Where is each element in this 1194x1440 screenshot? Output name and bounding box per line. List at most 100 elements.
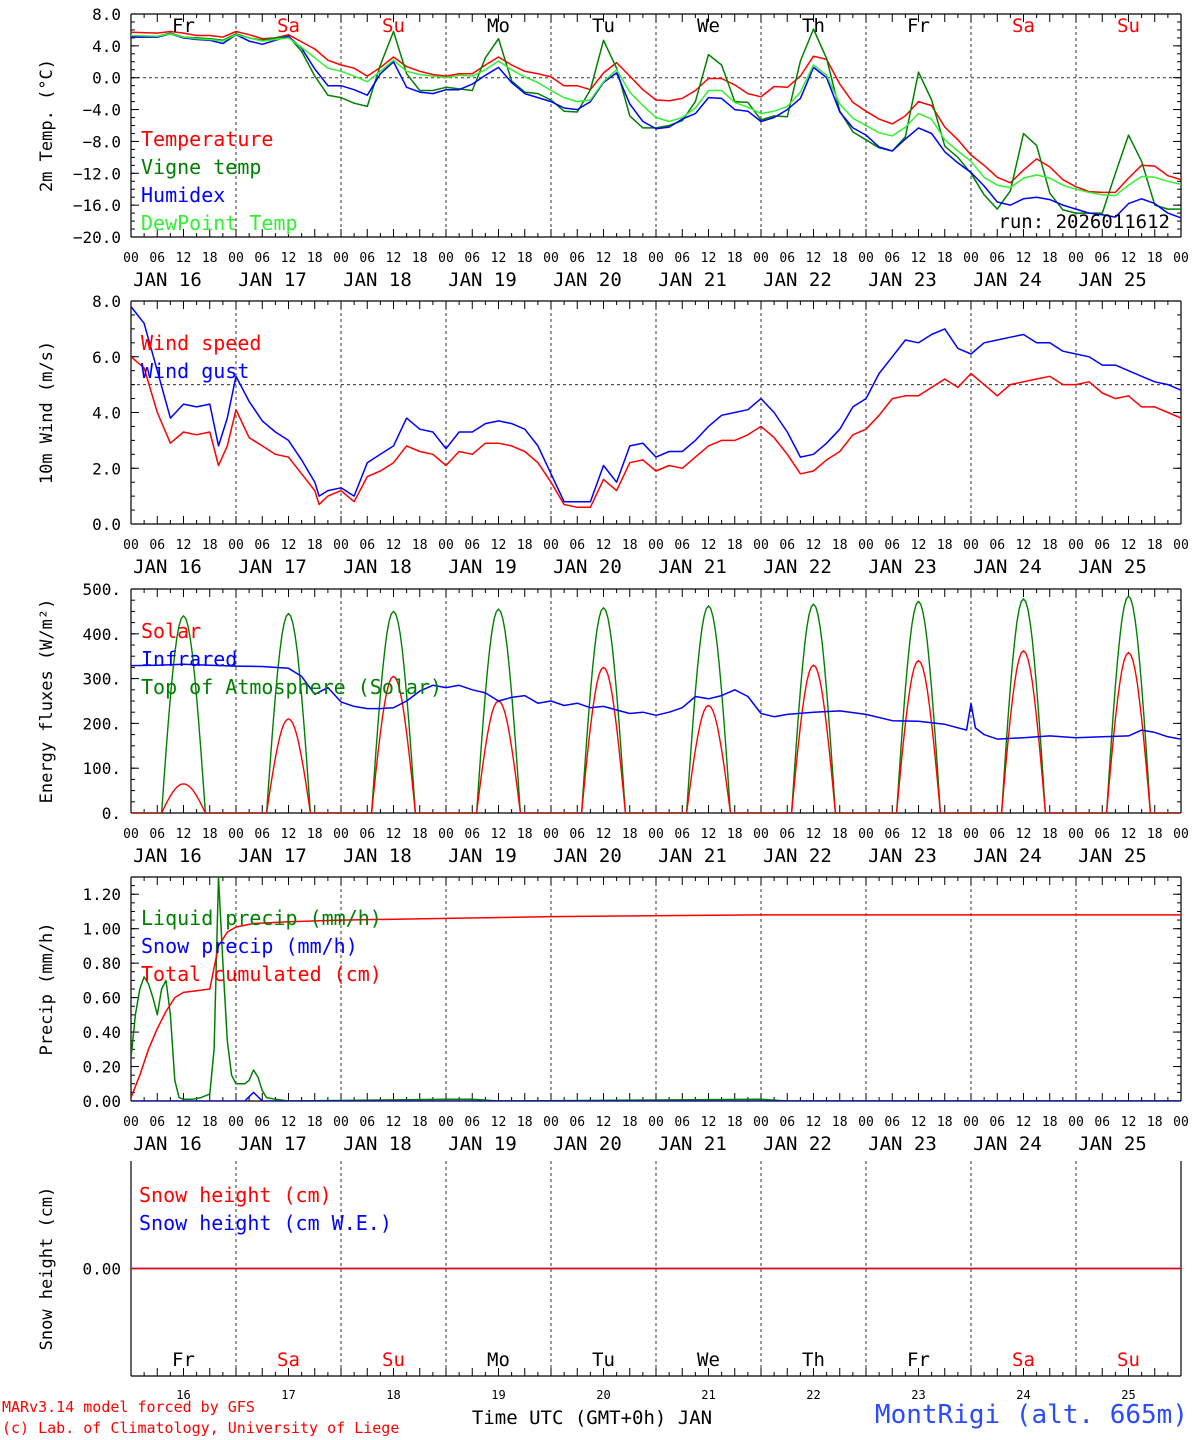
y-tick-label: 200.	[82, 714, 121, 733]
legend-entry: Snow precip (mm/h)	[141, 934, 358, 958]
y-tick-label: 100.	[82, 759, 121, 778]
date-label: JAN 25	[1078, 269, 1147, 291]
y-tick-label: 400.	[82, 625, 121, 644]
day-number-label: 23	[911, 1388, 925, 1402]
location-title: MontRigi (alt. 665m)	[874, 1400, 1188, 1430]
legend-entry: Humidex	[141, 183, 225, 207]
hour-tick-label: 00	[1173, 538, 1189, 553]
hour-tick-label: 18	[937, 251, 953, 266]
hour-tick-label: 06	[359, 538, 375, 553]
hour-tick-label: 00	[228, 538, 244, 553]
weekday-label: Tu	[592, 15, 615, 37]
series-humidex	[131, 33, 1181, 219]
hour-tick-label: 12	[596, 538, 612, 553]
hour-tick-label: 06	[674, 251, 690, 266]
y-tick-label: 4.0	[92, 37, 121, 56]
hour-tick-label: 06	[674, 1115, 690, 1130]
y-tick-label: 0.0	[92, 515, 121, 534]
hour-tick-label: 12	[1121, 538, 1137, 553]
date-label: JAN 17	[238, 845, 307, 867]
hour-tick-label: 18	[832, 827, 848, 842]
hour-tick-label: 18	[1042, 827, 1058, 842]
day-number-label: 20	[596, 1388, 610, 1402]
precip-plot	[131, 877, 1181, 1101]
hour-tick-label: 18	[832, 1115, 848, 1130]
hour-tick-label: 00	[1173, 827, 1189, 842]
legend-entry: Solar	[141, 619, 201, 643]
hour-tick-label: 06	[989, 827, 1005, 842]
hour-tick-label: 00	[858, 827, 874, 842]
hour-tick-label: 06	[779, 251, 795, 266]
hour-tick-label: 12	[1016, 251, 1032, 266]
hour-tick-label: 12	[596, 1115, 612, 1130]
date-label: JAN 24	[973, 1133, 1042, 1155]
weekday-label: Th	[802, 1349, 825, 1371]
y-axis-title: 2m Temp. (°C)	[37, 59, 57, 192]
day-number-label: 24	[1016, 1388, 1030, 1402]
series-infrared	[131, 663, 1181, 740]
y-axis-title: 10m Wind (m/s)	[37, 341, 57, 484]
weekday-label: Tu	[592, 1349, 615, 1371]
y-tick-label: 0.40	[82, 1023, 121, 1042]
y-tick-label: 0.00	[82, 1092, 121, 1111]
hour-tick-label: 18	[1147, 251, 1163, 266]
hour-tick-label: 00	[123, 1115, 139, 1130]
weekday-label: Su	[382, 15, 405, 37]
hour-tick-label: 12	[491, 251, 507, 266]
series-solar	[131, 649, 1181, 813]
series-wind-gust	[131, 306, 1181, 503]
legend-entry: Total cumulated (cm)	[141, 962, 382, 986]
series-total-cumulated-cm	[131, 914, 1181, 1098]
date-label: JAN 21	[658, 269, 727, 291]
date-label: JAN 24	[973, 845, 1042, 867]
day-number-label: 16	[176, 1388, 190, 1402]
weekday-label: Fr	[172, 15, 195, 37]
weekday-label: Fr	[907, 15, 930, 37]
hour-tick-label: 00	[438, 1115, 454, 1130]
hour-tick-label: 06	[884, 538, 900, 553]
hour-tick-label: 18	[202, 538, 218, 553]
hour-tick-label: 06	[779, 1115, 795, 1130]
hour-tick-label: 12	[386, 538, 402, 553]
hour-tick-label: 12	[911, 251, 927, 266]
hour-tick-label: 00	[1068, 827, 1084, 842]
legend-entry: DewPoint Temp	[141, 211, 298, 235]
hour-tick-label: 00	[1068, 251, 1084, 266]
hour-tick-label: 00	[333, 1115, 349, 1130]
hour-tick-label: 12	[1016, 827, 1032, 842]
hour-tick-label: 06	[884, 1115, 900, 1130]
date-label: JAN 22	[763, 269, 832, 291]
wind-plot	[131, 306, 1181, 509]
y-tick-label: −20.0	[73, 228, 121, 247]
y-tick-label: −12.0	[73, 164, 121, 183]
hour-tick-label: 06	[254, 827, 270, 842]
hour-tick-label: 00	[543, 827, 559, 842]
snow-panel: 0.00 Snow height (cm) Snow height (cm) Snow…	[37, 1161, 1182, 1429]
hour-tick-label: 12	[1016, 538, 1032, 553]
y-tick-label: 4.0	[92, 404, 121, 423]
hour-tick-label: 06	[989, 538, 1005, 553]
y-tick-label: 0.	[102, 804, 121, 823]
y-tick-label: 0.80	[82, 954, 121, 973]
hour-tick-label: 06	[569, 251, 585, 266]
date-label: JAN 19	[448, 269, 517, 291]
hour-tick-label: 18	[412, 251, 428, 266]
hour-tick-label: 00	[753, 251, 769, 266]
y-axis-title: Energy fluxes (W/m²)	[37, 599, 57, 804]
run-label: run: 2026011612	[998, 211, 1170, 233]
hour-tick-label: 00	[543, 538, 559, 553]
date-label: JAN 20	[553, 1133, 622, 1155]
hour-tick-label: 06	[464, 251, 480, 266]
hour-tick-label: 18	[727, 1115, 743, 1130]
hour-tick-label: 12	[491, 1115, 507, 1130]
date-label: JAN 19	[448, 1133, 517, 1155]
hour-tick-label: 12	[701, 538, 717, 553]
hour-tick-label: 12	[596, 251, 612, 266]
hour-tick-label: 00	[963, 538, 979, 553]
hour-tick-label: 00	[963, 827, 979, 842]
hour-tick-label: 18	[412, 538, 428, 553]
hour-tick-label: 12	[1016, 1115, 1032, 1130]
hour-tick-label: 06	[569, 1115, 585, 1130]
time-axis-title: Time UTC (GMT+0h) JAN	[472, 1407, 712, 1429]
